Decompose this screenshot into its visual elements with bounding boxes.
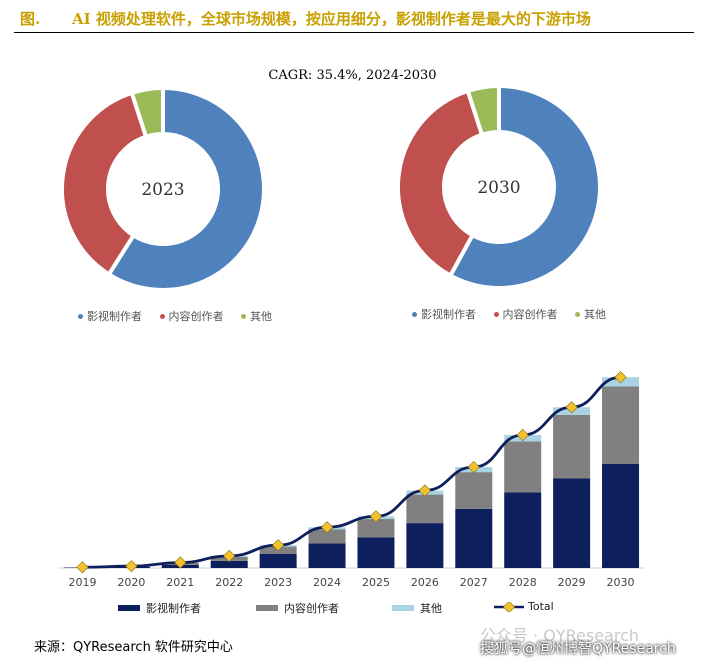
total-marker-2030 xyxy=(614,371,627,384)
bar-2026-0 xyxy=(406,523,444,568)
total-marker-2021 xyxy=(174,556,187,569)
legend-item-film: 影视制作者 xyxy=(78,308,142,324)
bar-2024-1 xyxy=(308,529,346,544)
legend-item-other: 其他 xyxy=(241,308,272,324)
bar-2025-0 xyxy=(357,537,395,568)
bar-2030-1 xyxy=(602,386,640,464)
legend-dot xyxy=(575,311,580,317)
legend-label: 影视制作者 xyxy=(421,308,476,321)
donut-2023-slice-1 xyxy=(60,90,149,278)
total-marker-2026 xyxy=(418,484,431,497)
figure-header: 图. AI 视频处理软件，全球市场规模，按应用细分，影视制作者是最大的下游市场 xyxy=(14,6,694,33)
legend-label: 内容创作者 xyxy=(284,602,339,615)
source-note: 来源：QYResearch 软件研究中心 xyxy=(34,640,233,655)
donut-2030-center-label: 2030 xyxy=(477,178,520,198)
bar-2029-0 xyxy=(553,478,591,568)
legend-label: 内容创作者 xyxy=(502,308,558,321)
x-tick-2029: 2029 xyxy=(558,576,586,589)
donut-2023-slice-0 xyxy=(106,85,266,292)
bar-2026-1 xyxy=(406,494,444,524)
legend-label: 影视制作者 xyxy=(87,310,142,323)
legend-item-film: 影视制作者 xyxy=(118,600,201,616)
legend-item-total: Total xyxy=(494,600,554,613)
donut-2030-slice-1 xyxy=(396,88,485,279)
x-tick-2030: 2030 xyxy=(607,576,635,589)
total-marker-2027 xyxy=(467,460,480,474)
bar-2030-0 xyxy=(602,463,640,568)
legend-swatch xyxy=(118,605,140,611)
donut-2023-center-label: 2023 xyxy=(141,180,184,200)
bar-2028-1 xyxy=(504,441,542,493)
legend-label: 影视制作者 xyxy=(146,602,201,615)
bar-2027-0 xyxy=(455,508,493,568)
total-marker-2023 xyxy=(272,539,285,552)
legend-dot xyxy=(493,311,499,317)
legend-label: 其他 xyxy=(250,310,272,323)
total-marker-2024 xyxy=(320,521,334,534)
legend-swatch xyxy=(392,605,414,611)
total-legend-swatch xyxy=(494,601,524,612)
total-marker-2019 xyxy=(76,561,89,574)
x-tick-2024: 2024 xyxy=(313,576,341,589)
donut-2023-slice-2 xyxy=(129,85,165,140)
figure-label: 图. xyxy=(20,10,41,28)
legend-item-content: 内容创作者 xyxy=(256,600,339,616)
legend-swatch xyxy=(256,605,278,611)
donut-2030-slice-0 xyxy=(447,83,602,290)
donut-legend-2023: 影视制作者 内容创作者 其他 xyxy=(78,308,286,324)
total-marker-2028 xyxy=(516,428,529,442)
watermark-sohu: 搜狐号@恒州博智QYResearch xyxy=(480,641,676,657)
x-tick-2021: 2021 xyxy=(166,576,194,589)
x-tick-2025: 2025 xyxy=(362,576,390,589)
donut-2030-slice-2 xyxy=(465,83,501,138)
legend-item-content: 内容创作者 xyxy=(493,306,558,322)
legend-label: 内容创作者 xyxy=(168,310,224,323)
figure-title: AI 视频处理软件，全球市场规模，按应用细分，影视制作者是最大的下游市场 xyxy=(72,10,591,28)
bar-2025-1 xyxy=(357,519,395,538)
bar-2028-0 xyxy=(504,492,542,568)
watermark-wechat: 公众号 · QYResearch xyxy=(480,626,640,645)
total-marker-2025 xyxy=(369,510,383,523)
legend-label: 其他 xyxy=(584,308,606,321)
legend-item-other: 其他 xyxy=(575,306,606,322)
total-marker-2020 xyxy=(125,560,138,573)
bar-2027-1 xyxy=(455,472,493,509)
bar-2024-0 xyxy=(308,543,346,568)
legend-dot xyxy=(159,313,165,319)
x-tick-2027: 2027 xyxy=(460,576,488,589)
legend-label: Total xyxy=(528,600,554,613)
x-tick-2028: 2028 xyxy=(509,576,537,589)
x-tick-2023: 2023 xyxy=(264,576,292,589)
legend-item-other: 其他 xyxy=(392,600,442,616)
x-tick-2026: 2026 xyxy=(411,576,439,589)
bar-2023-0 xyxy=(259,553,297,568)
legend-dot xyxy=(241,313,246,319)
legend-dot xyxy=(412,311,417,317)
legend-item-film: 影视制作者 xyxy=(412,306,476,322)
total-marker-2022 xyxy=(223,549,236,563)
donut-legend-2030: 影视制作者 内容创作者 其他 xyxy=(412,306,620,322)
x-tick-2022: 2022 xyxy=(215,576,243,589)
x-tick-2019: 2019 xyxy=(68,576,96,589)
legend-label: 其他 xyxy=(420,602,442,615)
bar-2022-0 xyxy=(210,560,248,568)
legend-item-content: 内容创作者 xyxy=(159,308,224,324)
legend-dot xyxy=(78,313,83,319)
cagr-text: CAGR: 35.4%, 2024-2030 xyxy=(268,68,437,83)
x-tick-2020: 2020 xyxy=(117,576,145,589)
bar-2029-1 xyxy=(553,415,591,479)
total-marker-2029 xyxy=(565,401,578,414)
